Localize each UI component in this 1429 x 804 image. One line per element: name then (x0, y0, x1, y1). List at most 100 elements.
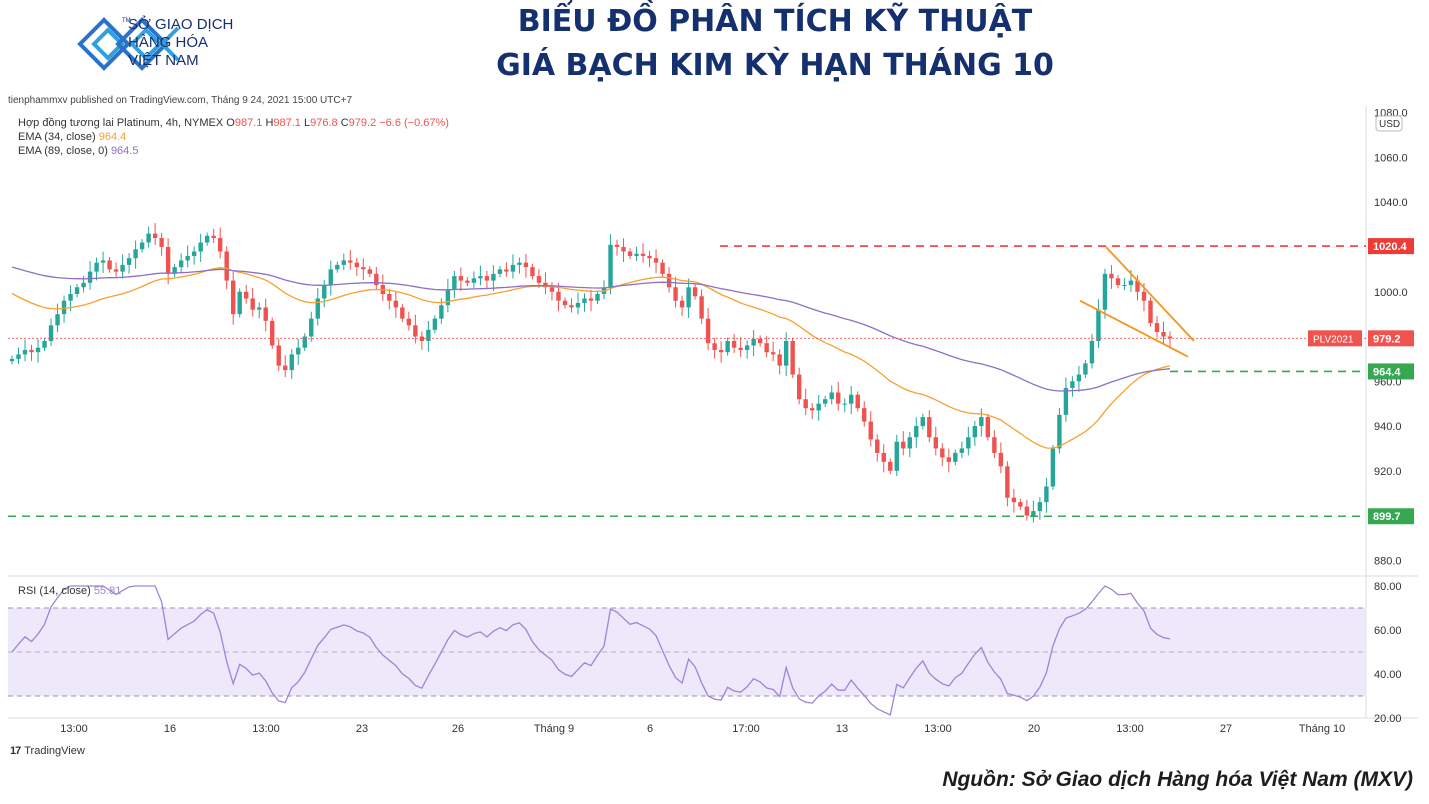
candle (309, 318, 314, 337)
wedge-upper-line (1105, 246, 1195, 342)
candle (35, 347, 41, 353)
candle (100, 260, 106, 263)
time-tick-label: 13:00 (252, 723, 280, 735)
candle (959, 448, 965, 453)
candle (686, 287, 691, 308)
time-tick-label: 26 (452, 723, 464, 735)
candle (790, 341, 795, 375)
candle (191, 251, 197, 256)
candle (406, 318, 412, 326)
org-line-2: HÀNG HÓA (128, 34, 209, 51)
ema89-line (11, 266, 1171, 392)
candle (595, 294, 600, 301)
candle (230, 280, 236, 315)
candle (458, 276, 464, 281)
candle (1037, 502, 1043, 512)
candle (22, 349, 28, 355)
candle (660, 262, 665, 274)
candle (536, 276, 542, 283)
page-title-line-2: GIÁ BẠCH KIM KỲ HẠN THÁNG 10 (496, 48, 1054, 83)
legend-ohlc-key: L (304, 117, 310, 129)
candle (296, 347, 301, 355)
candle (517, 262, 522, 265)
candle (829, 392, 834, 400)
wedge-lower-line (1079, 299, 1189, 358)
time-tick-label: Tháng 10 (1299, 723, 1345, 735)
candle (705, 318, 711, 344)
candle (61, 300, 67, 315)
price-chart[interactable]: 1080.01060.01040.01020.01000.0980.0960.0… (0, 106, 1418, 736)
candle (1109, 273, 1114, 279)
rsi-tick-label: 20.00 (1374, 713, 1402, 725)
candle (1024, 506, 1030, 516)
candle (738, 347, 743, 350)
candle (165, 247, 171, 274)
candle (367, 269, 373, 274)
candle (204, 235, 210, 243)
candle (842, 403, 847, 405)
candle (888, 461, 893, 471)
legend-ohlc-value: 979.2 (349, 117, 380, 129)
candle (1011, 497, 1017, 503)
candle (849, 394, 854, 404)
time-tick-label: 27 (1220, 723, 1232, 735)
time-tick-label: 13:00 (60, 723, 88, 735)
candle (1122, 285, 1127, 287)
price-tick-label: 940.0 (1374, 421, 1402, 433)
candle (634, 253, 639, 256)
candle (640, 253, 646, 256)
candle (1128, 280, 1134, 286)
candle (146, 233, 151, 243)
candle (178, 260, 184, 268)
legend-ema34: EMA (34, close) 964.4 (18, 131, 126, 143)
candle (387, 294, 392, 301)
candle (315, 298, 320, 319)
ema-price-tag: 964.4 (1368, 363, 1414, 380)
candle (666, 273, 672, 288)
currency-badge-box (1375, 115, 1403, 132)
candle (439, 305, 444, 319)
org-line-3: VIỆT NAM (128, 52, 199, 69)
price-tick-label: 920.0 (1374, 466, 1402, 478)
candle (465, 280, 470, 283)
resistance-price-tag-text: 1020.4 (1373, 241, 1408, 253)
candle (718, 349, 724, 353)
candle (868, 421, 873, 440)
candle (757, 338, 763, 344)
candle (1141, 291, 1147, 301)
legend-ema34-value: 964.4 (99, 131, 127, 143)
candle (1076, 374, 1082, 382)
candle (1005, 466, 1010, 498)
candle (647, 255, 652, 259)
legend-ohlc-key: H (265, 117, 273, 129)
legend-ema89: EMA (89, close, 0) 964.5 (18, 145, 138, 157)
support-price-tag: 899.7 (1368, 508, 1414, 525)
candle (575, 302, 581, 308)
candle (653, 258, 659, 263)
time-tick-label: 13:00 (924, 723, 952, 735)
currency-label: USD (1379, 119, 1400, 130)
ema-price-tag-text: 964.4 (1373, 366, 1401, 378)
candle (289, 354, 294, 371)
candle (549, 287, 555, 292)
candle (257, 307, 262, 310)
candle (276, 345, 281, 366)
candle (953, 452, 958, 462)
candle (68, 294, 73, 301)
candle (1096, 309, 1101, 341)
candle (419, 336, 425, 341)
candle (673, 287, 678, 301)
candle (198, 242, 203, 252)
candle (770, 352, 776, 355)
candle (927, 417, 932, 438)
candle (237, 291, 242, 315)
trademark-mark: TM (122, 18, 131, 24)
org-name: SỞ GIAO DỊCH HÀNG HÓA VIỆT NAM (128, 16, 233, 70)
candle (413, 325, 418, 337)
candle (1167, 336, 1173, 339)
legend-ohlc-key: C (341, 117, 349, 129)
candle (374, 273, 379, 286)
candle (764, 343, 769, 353)
candle (133, 249, 138, 259)
candle (1044, 486, 1049, 503)
